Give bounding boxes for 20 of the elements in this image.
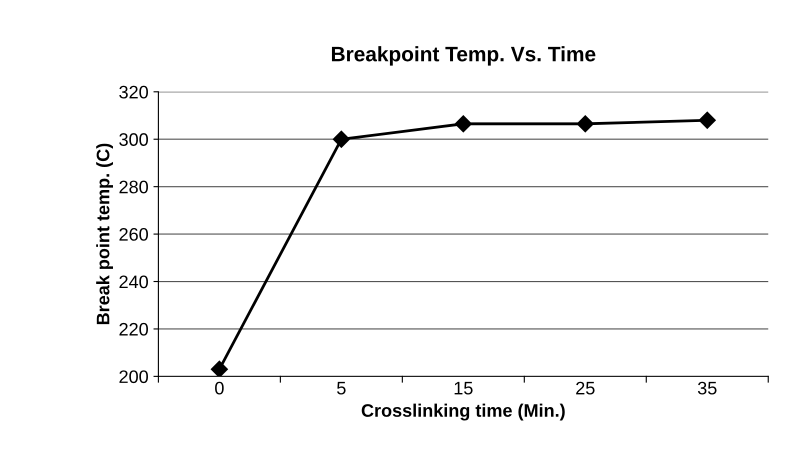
x-tick-label: 0 — [215, 382, 224, 395]
y-tick-label: 240 — [119, 275, 148, 288]
y-tick-label: 300 — [119, 133, 148, 146]
y-tick-label: 280 — [119, 180, 148, 194]
point — [454, 115, 472, 132]
chart-title: Breakpoint Temp. Vs. Time — [332, 46, 596, 66]
x-axis-title: Crosslinking time (Min.) — [362, 404, 565, 421]
x-tick-label: 35 — [698, 382, 717, 395]
point — [698, 112, 716, 129]
y-tick-label: 320 — [119, 86, 148, 99]
y-tick-label: 220 — [119, 322, 148, 336]
x-tick-label: 25 — [576, 382, 595, 395]
point — [332, 130, 350, 148]
y-axis-title: Break point temp. (C) — [96, 144, 113, 324]
x-tick-label: 15 — [454, 382, 473, 395]
point — [210, 360, 228, 376]
x-tick-label: 5 — [337, 382, 346, 395]
point — [576, 115, 594, 132]
y-tick-label: 200 — [119, 370, 148, 384]
y-tick-label: 260 — [119, 228, 148, 241]
